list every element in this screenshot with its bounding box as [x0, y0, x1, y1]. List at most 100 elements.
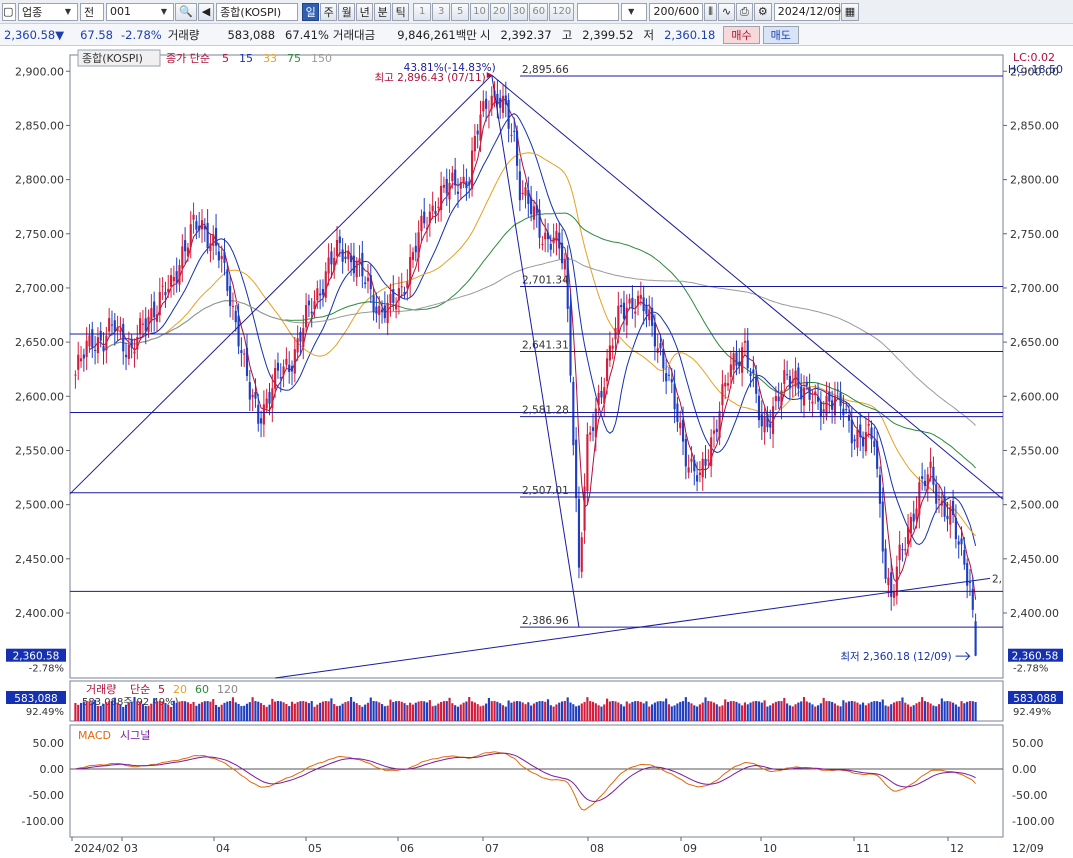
- candle: [198, 211, 201, 238]
- candle-body: [200, 220, 204, 230]
- volume-bar: [774, 701, 777, 721]
- candle: [226, 262, 229, 297]
- date-input[interactable]: 2024/12/09: [773, 2, 841, 21]
- volume-bar: [113, 697, 116, 721]
- minute-button-120[interactable]: 120: [549, 2, 575, 21]
- candle: [164, 281, 167, 309]
- minute-button-20[interactable]: 20: [489, 2, 509, 21]
- candle: [921, 462, 924, 491]
- candle: [771, 397, 775, 448]
- code-input[interactable]: 001 ▼: [106, 2, 174, 21]
- candle-body: [378, 305, 381, 316]
- volume-bar: [606, 698, 609, 721]
- volume-bar: [527, 702, 530, 721]
- candle-body: [192, 214, 195, 220]
- candle-body: [347, 250, 350, 260]
- candle: [794, 357, 797, 396]
- period-button-주[interactable]: 주: [320, 2, 338, 21]
- minute-button-60[interactable]: 60: [529, 2, 549, 21]
- candle: [248, 370, 251, 412]
- candle: [915, 496, 918, 529]
- candle-body: [167, 288, 170, 293]
- candle-body: [535, 204, 538, 214]
- candle: [923, 469, 927, 491]
- volume-bar: [816, 705, 820, 721]
- current-pct-right: -2.78%: [1013, 664, 1048, 675]
- minute-button-30[interactable]: 30: [509, 2, 529, 21]
- candle: [307, 294, 310, 318]
- volume-bar: [715, 704, 718, 721]
- candle-body: [243, 353, 246, 355]
- candle: [746, 327, 749, 374]
- search-button[interactable]: 🔍: [175, 2, 197, 21]
- candle: [265, 388, 268, 414]
- volume-bar: [254, 701, 257, 721]
- candle-body: [828, 391, 831, 402]
- volume-bar: [442, 701, 445, 721]
- volume-bar: [625, 701, 628, 721]
- period-button-년[interactable]: 년: [356, 2, 374, 21]
- candle-body: [223, 252, 226, 263]
- mode-select[interactable]: 전: [80, 2, 104, 21]
- period-button-틱[interactable]: 틱: [392, 2, 410, 21]
- candle: [420, 209, 423, 243]
- macd-line: [75, 751, 976, 811]
- market-select[interactable]: 업종 ▼: [18, 2, 78, 21]
- minute-button-1[interactable]: 1: [413, 2, 432, 21]
- candle-body: [755, 376, 758, 394]
- candle: [561, 228, 564, 270]
- buy-button[interactable]: 매수: [723, 25, 760, 44]
- period-button-일[interactable]: 일: [302, 2, 320, 21]
- candle-body: [752, 369, 755, 374]
- volume-bar: [321, 701, 325, 721]
- stock-chart[interactable]: 종합(KOSPI) 종가 단순 5 15 33 75 150 LC:0.02HC:-18.50…: [0, 47, 1073, 855]
- candle-body: [451, 172, 454, 181]
- candle-body: [212, 234, 215, 246]
- volume-bar: [676, 703, 679, 721]
- period-button-분[interactable]: 분: [374, 2, 392, 21]
- candle: [254, 378, 257, 408]
- candle-body: [589, 432, 592, 435]
- printer-icon: ⎙: [740, 4, 749, 18]
- volume-bar: [164, 703, 167, 721]
- market-label: 업종: [22, 5, 43, 19]
- minute-button-3[interactable]: 3: [432, 2, 451, 21]
- candle: [881, 487, 884, 564]
- candle-body: [583, 486, 586, 531]
- unit-dropdown[interactable]: ▼: [621, 2, 648, 21]
- candle: [510, 123, 513, 143]
- candle: [313, 290, 316, 318]
- price-tick-label-left: 2,800.00: [15, 174, 64, 187]
- candle-body: [622, 302, 626, 319]
- panel-toggle-icon[interactable]: ▢: [2, 2, 16, 21]
- sell-button[interactable]: 매도: [762, 25, 799, 44]
- sound-button[interactable]: ◀: [197, 2, 215, 21]
- volume-bar: [701, 702, 704, 721]
- settings-button[interactable]: ⚙: [753, 2, 772, 21]
- minute-button-10[interactable]: 10: [470, 2, 489, 21]
- candle: [383, 291, 386, 323]
- candle: [285, 347, 288, 370]
- volume-bar: [485, 703, 488, 721]
- minute-button-5[interactable]: 5: [451, 2, 470, 21]
- candle-body: [102, 346, 105, 352]
- candle-type-button[interactable]: ⫴: [704, 2, 717, 21]
- volume-bar: [144, 705, 147, 721]
- candle: [800, 373, 803, 414]
- candle: [701, 451, 704, 491]
- calendar-button[interactable]: ▦: [840, 2, 860, 21]
- volume-bar: [206, 701, 209, 721]
- x-axis-label: 03: [124, 842, 138, 855]
- x-axis-label: 11: [856, 842, 870, 855]
- volume-bar: [139, 702, 142, 721]
- count-field[interactable]: 200/600: [649, 2, 704, 21]
- candle-body: [780, 390, 783, 406]
- candle-body: [285, 358, 288, 365]
- unit-input[interactable]: [577, 2, 620, 21]
- period-button-월[interactable]: 월: [338, 2, 356, 21]
- candle: [819, 391, 822, 431]
- print-button[interactable]: ⎙: [736, 2, 753, 21]
- chart-area[interactable]: 종합(KOSPI) 종가 단순 5 15 33 75 150 LC:0.02 HC:-18.50…: [0, 47, 1073, 855]
- line-type-button[interactable]: ∿: [717, 2, 736, 21]
- hc-label: HC:-18.50: [1008, 63, 1063, 76]
